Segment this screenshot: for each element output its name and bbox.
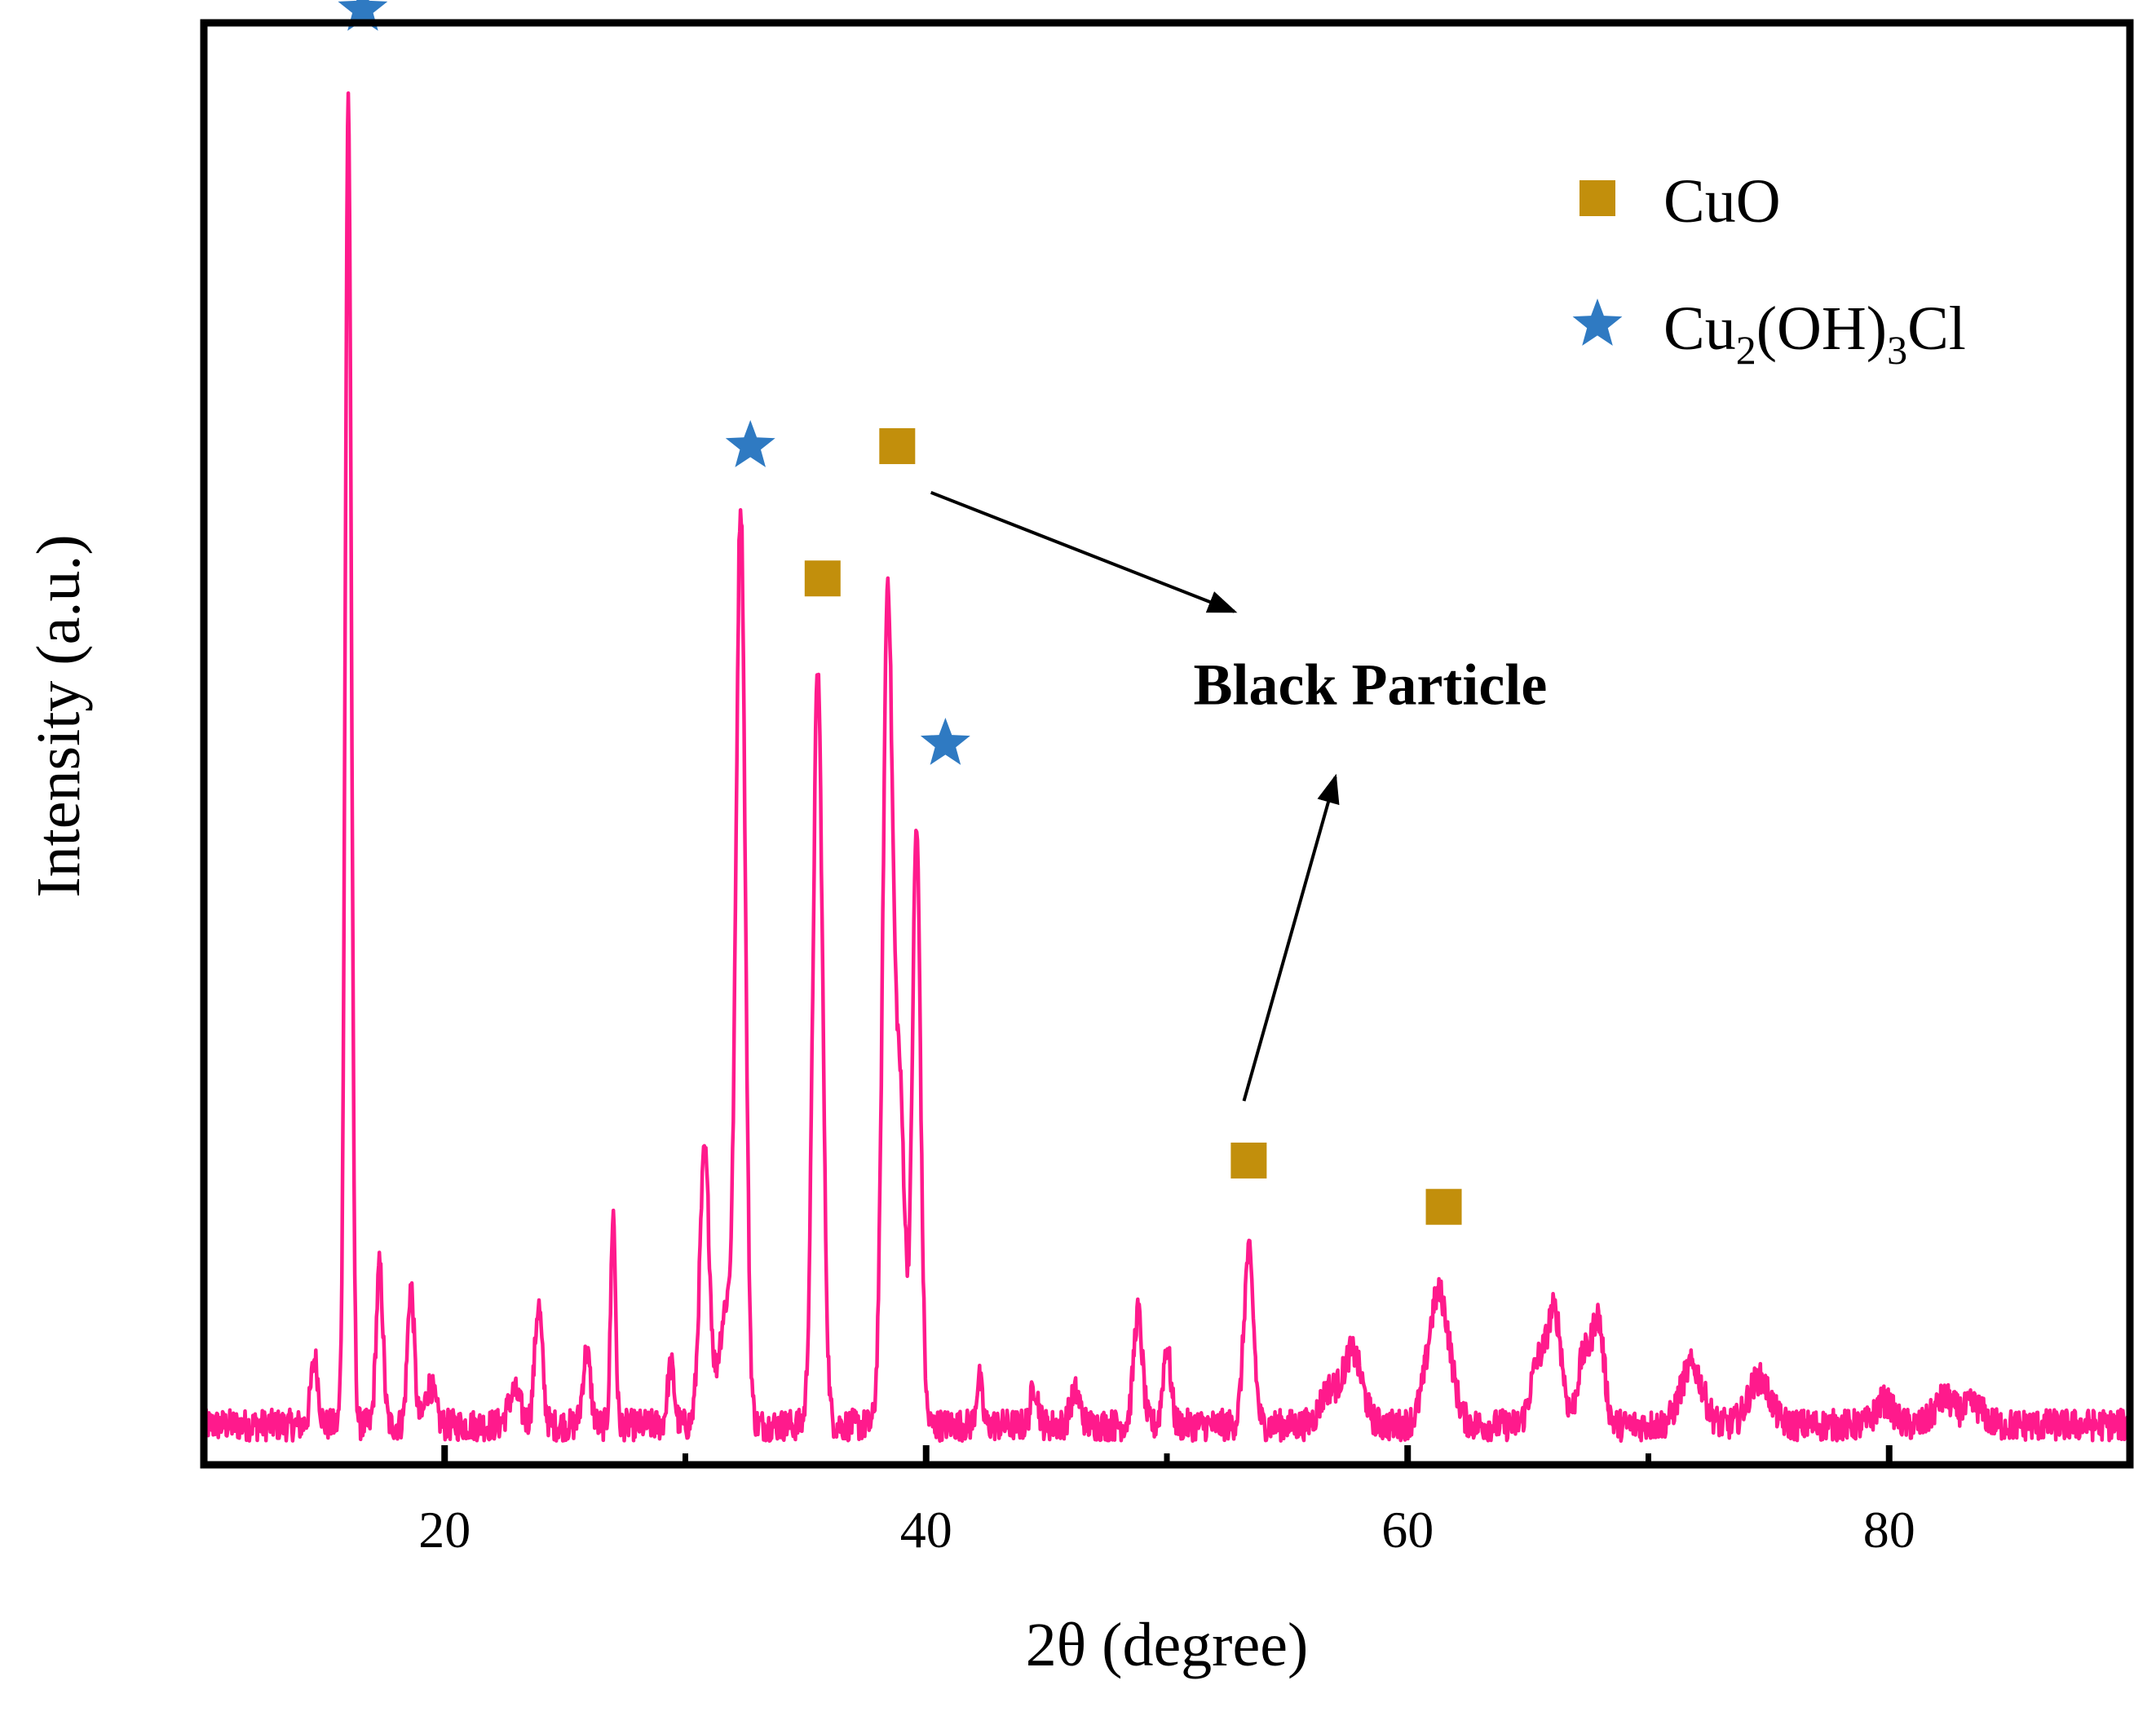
x-tick-label: 60 xyxy=(1381,1501,1434,1559)
series-layer xyxy=(201,91,2132,1444)
legend-cuo-square-icon xyxy=(1579,180,1615,216)
cuo-square-marker xyxy=(804,560,841,597)
x-axis-ticks xyxy=(441,1445,1893,1465)
cuo-square-marker xyxy=(1425,1188,1462,1225)
cuo-square-marker xyxy=(1230,1142,1267,1179)
annotation-arrow xyxy=(930,490,1238,613)
black-particle-label: Black Particle xyxy=(1193,652,1547,717)
legend-cu2oh3cl-label: Cu2(OH)3Cl xyxy=(1663,294,1966,373)
xrd-series-line-0 xyxy=(201,91,2132,1444)
cu2oh3cl-star-marker xyxy=(725,420,775,467)
legend: CuO Cu2(OH)3Cl xyxy=(1572,167,1966,373)
x-axis-label: 2θ (degree) xyxy=(1026,1611,1309,1679)
black-particle-annotation: Black Particle xyxy=(930,490,1547,1102)
x-tick-label: 80 xyxy=(1863,1501,1915,1559)
legend-cuo-label: CuO xyxy=(1663,167,1781,236)
y-axis-label: Intensity (a.u.) xyxy=(24,534,93,897)
annotation-arrow xyxy=(1242,773,1340,1102)
x-axis-tick-labels: 20 40 60 80 xyxy=(418,1501,1915,1559)
legend-cu2oh3cl-star-icon xyxy=(1572,299,1623,346)
plot-frame xyxy=(200,19,2134,1469)
x-tick-label: 20 xyxy=(418,1501,471,1559)
x-tick-label: 40 xyxy=(900,1501,952,1559)
cu2oh3cl-star-marker xyxy=(920,718,970,765)
cuo-square-marker xyxy=(879,428,916,465)
